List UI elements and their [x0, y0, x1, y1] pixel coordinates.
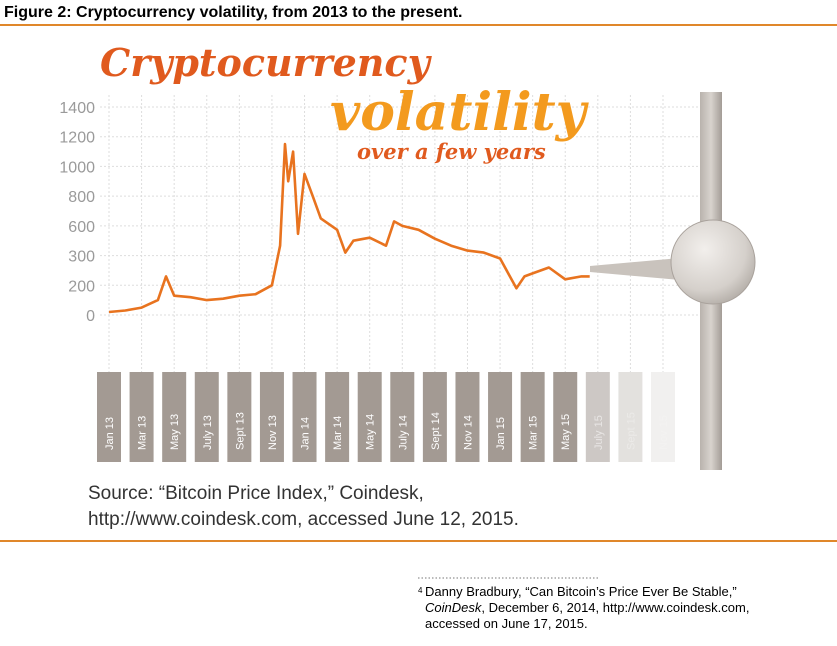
x-tick-box	[129, 372, 154, 462]
x-tick-box	[162, 372, 187, 462]
footnote: accessed on June 17, 2015.	[425, 616, 588, 631]
x-tick-label: May 14	[365, 414, 377, 450]
x-tick-box	[651, 372, 675, 462]
x-tick-box	[227, 372, 252, 462]
x-tick-label: Mar 14	[332, 416, 344, 450]
x-tick-box	[194, 372, 219, 462]
y-tick-label: 300	[68, 249, 95, 266]
knob	[670, 219, 756, 305]
x-tick-box	[259, 372, 284, 462]
y-tick-label: 0	[86, 308, 95, 325]
x-tick-box	[422, 372, 447, 462]
x-tick-box	[97, 372, 121, 462]
footnote: CoinDesk, December 6, 2014, http://www.c…	[425, 600, 749, 615]
x-tick-box	[618, 372, 643, 462]
x-tick-label: May 15	[560, 414, 572, 450]
x-tick-label: July 13	[202, 415, 214, 450]
y-tick-label: 1200	[59, 130, 95, 147]
y-tick-label: 1000	[59, 159, 95, 176]
chart-title-emphasis: volatility	[330, 82, 590, 143]
price-line	[108, 142, 590, 314]
x-tick-box	[325, 372, 350, 462]
source: http://www.coindesk.com, accessed June 1…	[88, 509, 519, 530]
x-tick-box	[292, 372, 317, 462]
x-tick-box	[488, 372, 513, 462]
x-tick-label: Nov 15	[658, 415, 670, 450]
x-tick-label: Mar 13	[137, 416, 149, 450]
y-tick-label: 600	[68, 219, 95, 236]
x-tick-label: Jan 15	[495, 417, 507, 450]
x-tick-label: Nov 13	[267, 415, 279, 450]
x-tick-box	[390, 372, 415, 462]
x-tick-box	[455, 372, 480, 462]
x-tick-label: Mar 15	[528, 416, 540, 450]
x-tick-label: May 13	[169, 414, 181, 450]
y-tick-label: 800	[68, 189, 95, 206]
x-tick-label: Sept 15	[625, 412, 637, 450]
x-tick-label: July 15	[593, 415, 605, 450]
x-tick-label: Jan 13	[104, 417, 116, 450]
caption: Figure 2: Cryptocurrency volatility, fro…	[4, 4, 462, 21]
x-tick-label: Sept 14	[430, 412, 442, 450]
x-tick-box	[357, 372, 382, 462]
x-tick-box	[520, 372, 545, 462]
y-tick-label: 200	[68, 278, 95, 295]
x-tick-label: Sept 13	[234, 412, 246, 450]
x-tick-label: Nov 14	[462, 415, 474, 450]
y-tick-label: 1400	[59, 100, 95, 117]
pointer	[590, 258, 680, 280]
footnote-italic: CoinDesk	[425, 600, 483, 615]
chart-title: Cryptocurrency	[100, 40, 433, 85]
footnote-marker: 4	[418, 586, 423, 595]
x-tick-box	[585, 372, 610, 462]
chart-subtitle: over a few years	[357, 139, 546, 164]
footnote: Danny Bradbury, “Can Bitcoin’s Price Eve…	[425, 584, 737, 599]
x-tick-label: Jan 14	[300, 417, 312, 450]
x-tick-label: July 14	[397, 415, 409, 450]
x-tick-box	[553, 372, 578, 462]
footnote-rest: , December 6, 2014, http://www.coindesk.…	[481, 600, 749, 615]
source: Source: “Bitcoin Price Index,” Coindesk,	[88, 483, 424, 504]
